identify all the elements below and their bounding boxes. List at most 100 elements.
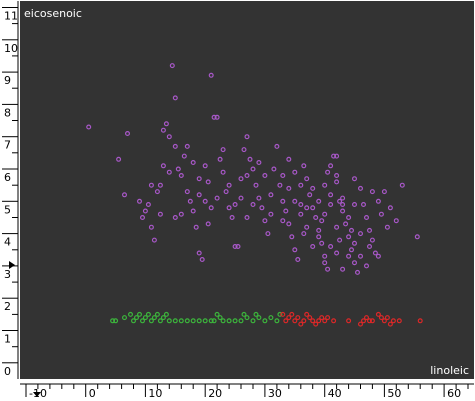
data-point: [202, 318, 208, 324]
data-point: [110, 318, 116, 324]
data-point: [331, 153, 337, 159]
data-point: [205, 179, 211, 185]
data-point: [316, 318, 322, 324]
data-point: [375, 311, 381, 317]
data-point: [142, 208, 148, 214]
data-point: [352, 240, 358, 246]
data-point: [217, 315, 223, 321]
data-point: [289, 234, 295, 240]
x-axis-marker-icon: [33, 392, 41, 397]
data-point: [364, 263, 370, 269]
data-point: [238, 176, 244, 182]
data-point: [298, 211, 304, 217]
data-point: [175, 166, 181, 172]
data-point: [193, 224, 199, 230]
data-point: [172, 318, 178, 324]
data-point: [340, 266, 346, 272]
data-point: [346, 318, 352, 324]
data-point: [289, 311, 295, 317]
data-point: [277, 182, 283, 188]
plot-area: [20, 1, 474, 379]
data-point: [414, 234, 420, 240]
data-point: [375, 253, 381, 259]
data-point: [184, 189, 190, 195]
data-point: [154, 189, 160, 195]
data-point: [241, 311, 247, 317]
data-point: [142, 315, 148, 321]
data-point: [265, 231, 271, 237]
data-point: [393, 218, 399, 224]
y-tick-label: 5: [4, 203, 11, 216]
data-point: [86, 124, 92, 130]
data-point: [214, 195, 220, 201]
data-point: [244, 315, 250, 321]
x-axis: -100102030405060: [20, 383, 474, 400]
data-point: [304, 205, 310, 211]
data-point: [364, 215, 370, 221]
data-point: [292, 169, 298, 175]
data-point: [235, 244, 241, 250]
x-axis-label: linoleic: [430, 364, 469, 377]
y-axis-marker-icon: [9, 261, 15, 269]
data-point: [208, 318, 214, 324]
data-point: [247, 156, 253, 162]
data-point: [280, 173, 286, 179]
data-point: [328, 192, 334, 198]
data-point: [157, 318, 163, 324]
data-point: [343, 221, 349, 227]
data-point: [322, 211, 328, 217]
data-point: [319, 315, 325, 321]
data-point: [134, 315, 140, 321]
data-point: [286, 315, 292, 321]
data-point: [334, 153, 340, 159]
data-point: [202, 198, 208, 204]
data-point: [310, 244, 316, 250]
data-point: [322, 253, 328, 259]
data-point: [160, 127, 166, 133]
data-point: [361, 318, 367, 324]
data-point: [217, 156, 223, 162]
series-1: [110, 311, 283, 324]
data-point: [214, 114, 220, 120]
data-point: [172, 143, 178, 149]
data-point: [340, 208, 346, 214]
data-point: [298, 182, 304, 188]
data-point: [337, 237, 343, 243]
data-point: [316, 234, 322, 240]
data-point: [116, 156, 122, 162]
data-point: [220, 169, 226, 175]
data-point: [378, 211, 384, 217]
data-point: [131, 318, 137, 324]
data-point: [137, 198, 143, 204]
data-point: [310, 185, 316, 191]
data-point: [292, 318, 298, 324]
data-point: [190, 160, 196, 166]
data-point: [295, 257, 301, 263]
data-point: [283, 318, 289, 324]
data-point: [178, 173, 184, 179]
data-point: [196, 176, 202, 182]
data-point: [172, 95, 178, 101]
data-point: [301, 231, 307, 237]
data-point: [378, 315, 384, 321]
data-point: [417, 318, 423, 324]
data-point: [313, 321, 319, 327]
data-point: [381, 189, 387, 195]
data-point: [369, 318, 375, 324]
data-point: [358, 321, 364, 327]
data-point: [211, 114, 217, 120]
data-point: [355, 269, 361, 275]
x-tick-label: 0: [89, 387, 96, 400]
data-point: [172, 215, 178, 221]
y-tick-label: 3: [4, 268, 11, 281]
data-point: [322, 182, 328, 188]
data-point: [184, 318, 190, 324]
data-point: [166, 134, 172, 140]
data-point: [128, 311, 134, 317]
x-tick-label: 60: [447, 387, 461, 400]
data-point: [223, 189, 229, 195]
data-point: [262, 218, 268, 224]
data-point: [396, 318, 402, 324]
